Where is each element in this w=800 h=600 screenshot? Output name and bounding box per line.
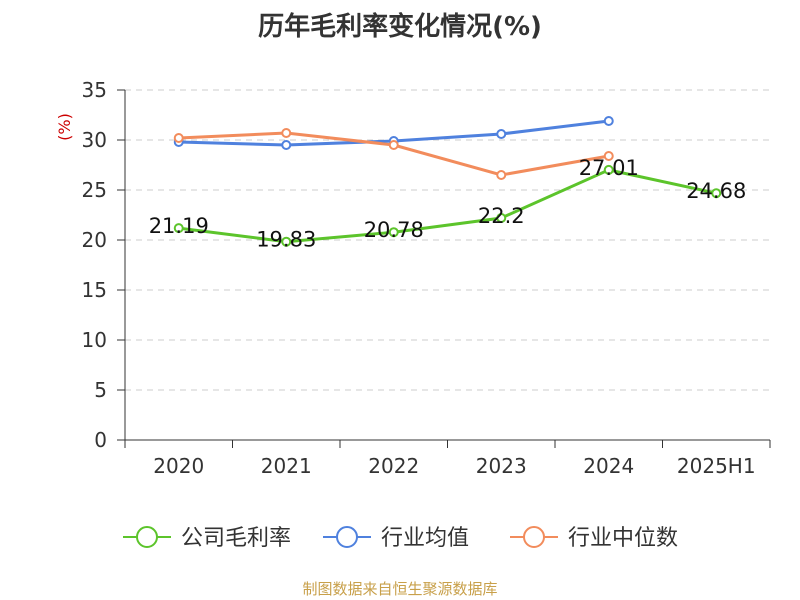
data-point [603, 164, 614, 175]
data-point [388, 227, 399, 238]
y-tick-label: 20 [82, 228, 107, 252]
x-tick-label: 2025H1 [677, 454, 756, 478]
data-point [281, 236, 292, 247]
legend-marker [136, 526, 158, 548]
y-tick-label: 30 [82, 128, 107, 152]
data-point [281, 128, 292, 138]
data-point [603, 151, 614, 161]
y-axis-label: (%) [55, 113, 74, 141]
data-label: 19.83 [256, 228, 316, 252]
x-tick-label: 2020 [153, 454, 204, 478]
legend-marker [523, 526, 545, 548]
data-label: 27.01 [579, 156, 639, 180]
x-tick-label: 2021 [261, 454, 312, 478]
data-point [496, 170, 507, 180]
data-point [388, 140, 399, 150]
y-tick-label: 25 [82, 178, 107, 202]
data-label: 22.2 [478, 204, 525, 228]
data-point [173, 133, 184, 143]
y-tick-label: 0 [94, 428, 107, 452]
legend-marker [336, 526, 358, 548]
chart-title: 历年毛利率变化情况(%) [258, 12, 542, 42]
data-point [603, 116, 614, 126]
data-label: 24.68 [686, 179, 746, 203]
data-point [496, 129, 507, 139]
series-line-1 [178, 168, 717, 244]
source-note: 制图数据来自恒生聚源数据库 [302, 580, 498, 598]
y-tick-label: 5 [94, 378, 107, 402]
legend-label: 行业中位数 [568, 526, 678, 551]
x-tick-label: 2024 [583, 454, 634, 478]
legend-label: 公司毛利率 [181, 526, 291, 551]
x-tick-label: 2022 [368, 454, 419, 478]
y-tick-label: 35 [82, 78, 107, 102]
data-label: 21.19 [149, 214, 209, 238]
legend-label: 行业均值 [381, 526, 469, 551]
x-tick-label: 2023 [476, 454, 527, 478]
data-point [496, 213, 507, 223]
y-tick-label: 15 [82, 278, 107, 302]
data-point [711, 188, 722, 199]
data-label: 20.78 [364, 218, 424, 242]
data-point [281, 140, 292, 150]
data-point [173, 223, 184, 234]
y-tick-label: 10 [82, 328, 107, 352]
